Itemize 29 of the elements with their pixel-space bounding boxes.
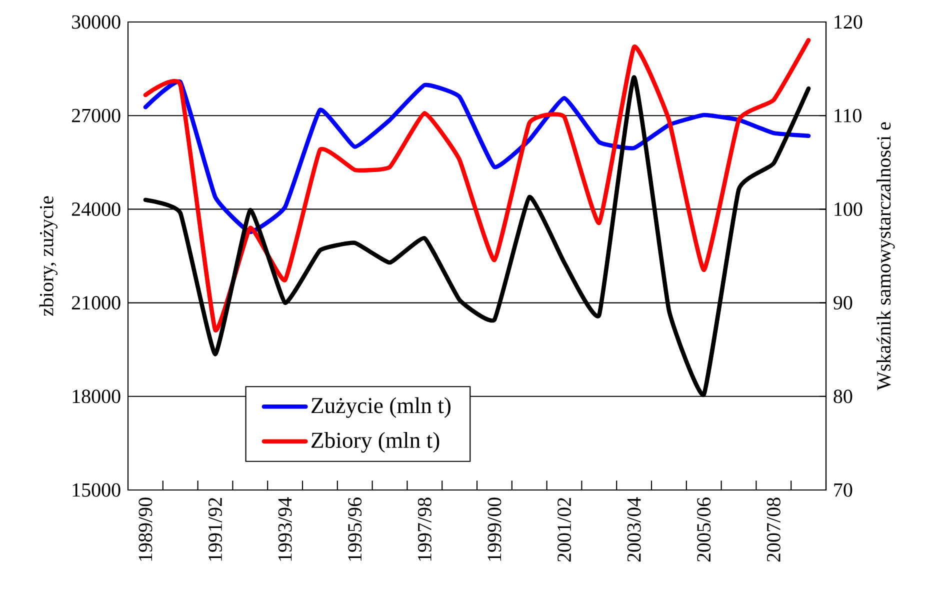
x-tick-label: 1995/96 [348,498,362,561]
x-tick-label: 2003/04 [627,497,641,562]
legend-label: Zużycie (mln t) [312,397,450,418]
y-tick-label: 21000 [72,296,120,310]
y-tick-label: 24000 [72,202,120,216]
x-tick-label: 2005/06 [697,498,711,562]
y2-tick-label: 110 [834,108,862,122]
x-tick-label: 1997/98 [418,498,432,561]
x-tick-label: 1999/00 [488,498,502,561]
legend-label: Zbiory (mln t) [312,432,440,453]
line-series [143,75,811,397]
y2-tick-label: 70 [834,483,852,497]
x-tick-label: 1989/90 [138,498,152,561]
y-tick-label: 30000 [72,15,120,29]
y-tick-label: 18000 [72,390,120,404]
line-series [143,79,811,234]
y2-tick-label: 80 [834,390,852,404]
y2-tick-label: 90 [834,296,852,310]
x-tick-label: 2001/02 [558,498,571,562]
x-tick-label: 1993/94 [278,497,292,561]
x-tick-label: 2007/08 [766,498,780,562]
x-tick-label: 1991/92 [208,498,222,561]
y-tick-label: 27000 [72,108,120,122]
y2-tick-label: 120 [834,15,862,29]
y-tick-label: 15000 [72,483,120,497]
y2-tick-label: 100 [834,202,862,216]
line-series [143,38,811,332]
y2-axis-title: Wskaźnik samowystarczalnosci e [876,122,895,390]
y-axis-title: zbiory, zużycie [39,196,58,316]
